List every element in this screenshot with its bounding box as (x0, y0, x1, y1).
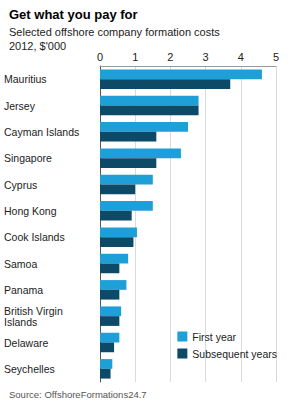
svg-text:Selected offshore company form: Selected offshore company formation cost… (9, 26, 220, 38)
svg-text:2: 2 (167, 51, 173, 63)
svg-text:Samoa: Samoa (4, 258, 37, 270)
svg-text:4: 4 (238, 51, 244, 63)
svg-text:Singapore: Singapore (4, 152, 52, 164)
svg-text:2012, $'000: 2012, $'000 (9, 40, 66, 52)
svg-text:Delaware: Delaware (4, 337, 49, 349)
svg-text:Cook Islands: Cook Islands (4, 231, 65, 243)
svg-text:British Virgin: British Virgin (4, 304, 66, 317)
svg-text:Mauritius: Mauritius (4, 73, 47, 85)
svg-text:3: 3 (203, 51, 209, 63)
svg-text:Jersey: Jersey (4, 100, 36, 112)
svg-text:Source: OffshoreFormations24.7: Source: OffshoreFormations24.7 (9, 389, 147, 400)
svg-text:Seychelles: Seychelles (4, 363, 55, 375)
svg-text:0: 0 (97, 51, 103, 63)
svg-text:Hong Kong: Hong Kong (4, 205, 57, 217)
svg-text:1: 1 (132, 51, 138, 63)
svg-text:Cyprus: Cyprus (4, 179, 37, 191)
svg-text:Cayman Islands: Cayman Islands (4, 126, 79, 138)
svg-text:Panama: Panama (4, 284, 43, 296)
svg-text:Get what you pay for: Get what you pay for (9, 7, 138, 22)
svg-text:First year: First year (192, 331, 236, 343)
svg-text:Subsequent years: Subsequent years (192, 348, 277, 360)
svg-text:Islands: Islands (4, 316, 37, 328)
svg-text:5: 5 (273, 51, 279, 63)
